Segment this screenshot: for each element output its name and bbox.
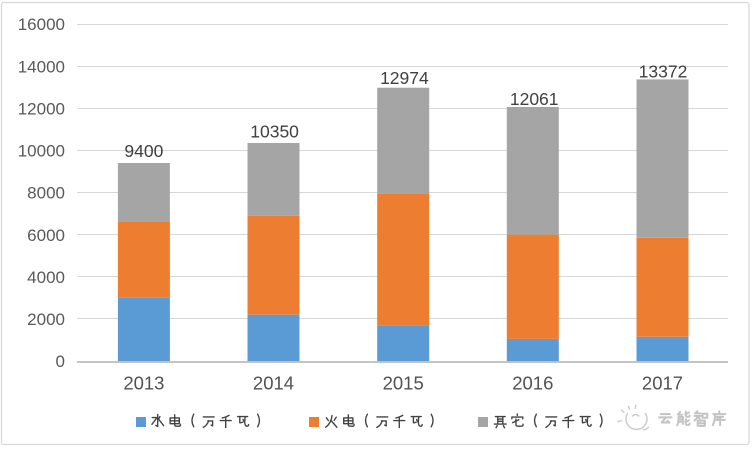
svg-text:12974: 12974: [380, 68, 429, 88]
svg-text:4000: 4000: [27, 268, 65, 287]
svg-text:8000: 8000: [27, 184, 65, 203]
svg-text:2017: 2017: [642, 373, 683, 394]
svg-text:13372: 13372: [639, 62, 688, 82]
svg-text:14000: 14000: [18, 57, 65, 76]
svg-text:2000: 2000: [27, 310, 65, 329]
svg-text:16000: 16000: [18, 15, 65, 34]
svg-text:2014: 2014: [253, 373, 294, 394]
svg-text:10350: 10350: [250, 122, 299, 142]
svg-text:9400: 9400: [124, 141, 163, 161]
svg-text:10000: 10000: [18, 142, 65, 161]
svg-text:2016: 2016: [512, 373, 553, 394]
svg-text:6000: 6000: [27, 226, 65, 245]
svg-text:2013: 2013: [123, 373, 164, 394]
svg-text:0: 0: [56, 352, 65, 371]
svg-text:2015: 2015: [383, 373, 424, 394]
svg-text:12061: 12061: [510, 89, 559, 109]
svg-text:12000: 12000: [18, 100, 65, 119]
